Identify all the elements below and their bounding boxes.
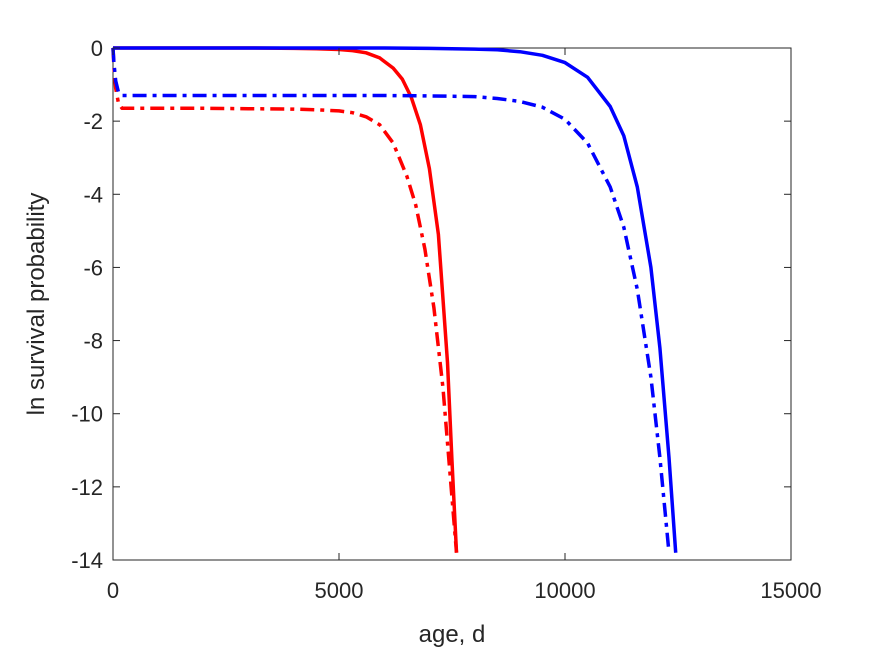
x-tick-label: 0 bbox=[107, 578, 119, 603]
x-tick-label: 15000 bbox=[760, 578, 821, 603]
x-axis-title: age, d bbox=[419, 621, 486, 648]
x-tick-label: 10000 bbox=[534, 578, 595, 603]
y-tick-label: -4 bbox=[83, 182, 103, 207]
x-tick-label: 5000 bbox=[315, 578, 364, 603]
y-tick-label: -12 bbox=[71, 475, 103, 500]
y-tick-label: -10 bbox=[71, 402, 103, 427]
y-tick-label: -14 bbox=[71, 548, 103, 573]
tick-layer: 0 5000 10000 15000 0 -2 -4 -6 -8 -10 -12 -14 bbox=[71, 36, 821, 603]
y-tick-label: -8 bbox=[83, 329, 103, 354]
y-axis-title: ln survival probability bbox=[23, 193, 50, 416]
y-tick-label: -2 bbox=[83, 109, 103, 134]
series-layer bbox=[111, 46, 678, 553]
y-tick-label: -6 bbox=[83, 255, 103, 280]
series-line-2 bbox=[111, 47, 459, 553]
y-tick-label: 0 bbox=[91, 36, 103, 61]
plot-area: 0 5000 10000 15000 0 -2 -4 -6 -8 -10 -12 -14 bbox=[71, 36, 821, 603]
series-line-3 bbox=[113, 46, 678, 553]
series-line-4 bbox=[111, 47, 671, 553]
